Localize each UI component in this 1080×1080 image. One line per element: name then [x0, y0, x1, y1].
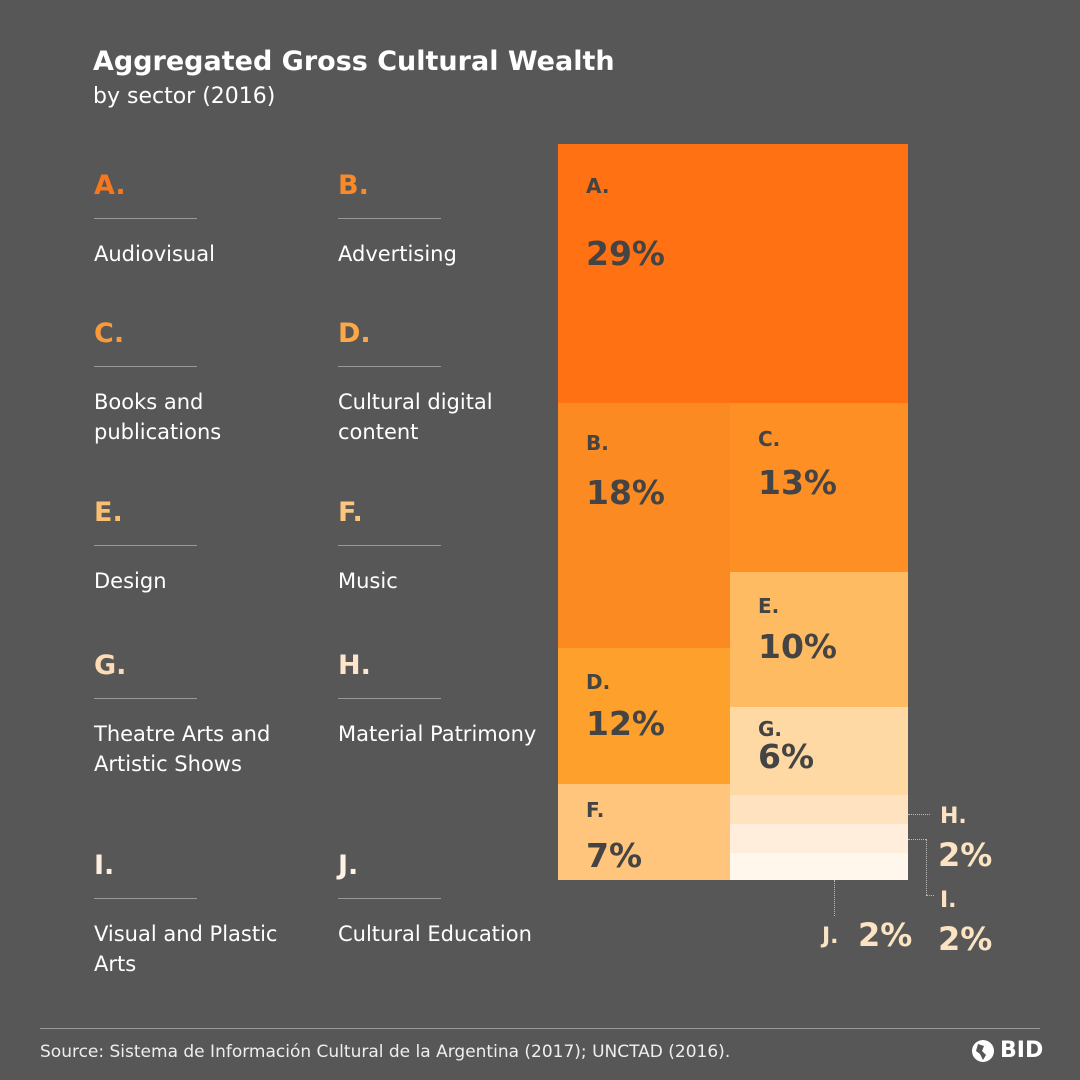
treemap-tile-e: E. 10% — [730, 572, 908, 707]
tile-letter: E. — [758, 594, 780, 618]
legend-divider — [94, 545, 197, 546]
legend-letter: C. — [94, 318, 125, 349]
treemap-tile-d: D. 12% — [558, 648, 730, 784]
logo-text: BID — [1000, 1038, 1044, 1063]
legend-name: Books and publications — [94, 390, 222, 444]
legend-divider — [338, 218, 441, 219]
tile-letter: C. — [758, 427, 781, 451]
source-note: Source: Sistema de Información Cultural … — [40, 1042, 731, 1062]
leader-line — [926, 839, 927, 895]
external-label: I. — [940, 888, 957, 913]
legend-letter: J. — [338, 850, 359, 881]
external-label: H. — [940, 804, 967, 829]
tile-value: 18% — [586, 473, 665, 512]
treemap-tile-j — [730, 853, 908, 880]
legend-item: I. Visual and Plastic Arts — [94, 850, 294, 979]
external-label: 2% — [938, 836, 993, 874]
legend-letter: D. — [338, 318, 371, 349]
bid-logo: BID — [970, 1038, 1043, 1063]
legend-name: Cultural Education — [338, 922, 532, 946]
legend-divider — [338, 698, 441, 699]
tile-letter: F. — [586, 798, 605, 822]
tile-value: 7% — [586, 836, 643, 875]
legend-letter: A. — [94, 170, 126, 201]
chart-title: Aggregated Gross Cultural Wealth — [93, 46, 615, 77]
external-label: 2% — [858, 916, 913, 954]
treemap-tile-h — [730, 795, 908, 824]
legend-divider — [94, 898, 197, 899]
legend-item: C. Books and publications — [94, 318, 294, 447]
legend-letter: H. — [338, 650, 371, 681]
legend-letter: I. — [94, 850, 115, 881]
tile-value: 12% — [586, 704, 665, 743]
legend-name: Theatre Arts and Artistic Shows — [94, 722, 271, 776]
legend-divider — [338, 898, 441, 899]
legend-name: Visual and Plastic Arts — [94, 922, 278, 976]
legend-divider — [338, 366, 441, 367]
legend-letter: E. — [94, 497, 123, 528]
tile-letter: B. — [586, 431, 609, 455]
treemap-tile-f: F. 7% — [558, 784, 730, 880]
tile-letter: G. — [758, 717, 783, 741]
legend-name: Material Patrimony — [338, 722, 537, 746]
legend-name: Music — [338, 569, 398, 593]
leader-line — [834, 880, 835, 916]
legend-divider — [338, 545, 441, 546]
tile-value: 6% — [758, 737, 815, 776]
legend-name: Cultural digital content — [338, 390, 493, 444]
legend-name: Advertising — [338, 242, 457, 266]
legend-name: Design — [94, 569, 167, 593]
leader-line — [908, 839, 926, 840]
legend-item: J. Cultural Education — [338, 850, 538, 949]
legend-divider — [94, 218, 197, 219]
legend-letter: F. — [338, 497, 363, 528]
chart-subtitle: by sector (2016) — [93, 84, 276, 109]
treemap-tile-a: A. 29% — [558, 144, 908, 403]
tile-letter: A. — [586, 174, 610, 198]
legend-divider — [94, 698, 197, 699]
legend-divider — [94, 366, 197, 367]
external-label: J. — [822, 924, 839, 949]
legend-item: G. Theatre Arts and Artistic Shows — [94, 650, 294, 779]
globe-icon — [972, 1039, 994, 1062]
legend-item: H. Material Patrimony — [338, 650, 538, 749]
legend-name: Audiovisual — [94, 242, 215, 266]
tile-letter: D. — [586, 670, 611, 694]
legend-item: A. Audiovisual — [94, 170, 294, 269]
tile-value: 10% — [758, 627, 837, 666]
footer-divider — [40, 1028, 1040, 1029]
treemap-tile-b: B. 18% — [558, 403, 730, 648]
leader-line — [926, 895, 934, 896]
legend-letter: G. — [94, 650, 127, 681]
legend-letter: B. — [338, 170, 369, 201]
treemap-tile-g: G. 6% — [730, 707, 908, 795]
legend-item: D. Cultural digital content — [338, 318, 538, 447]
legend-item: E. Design — [94, 497, 294, 596]
leader-line — [908, 814, 930, 815]
legend-item: B. Advertising — [338, 170, 538, 269]
treemap-tile-i — [730, 824, 908, 853]
external-label: 2% — [938, 920, 993, 958]
tile-value: 29% — [586, 234, 665, 273]
treemap-tile-c: C. 13% — [730, 403, 908, 572]
legend-item: F. Music — [338, 497, 538, 596]
tile-value: 13% — [758, 463, 837, 502]
